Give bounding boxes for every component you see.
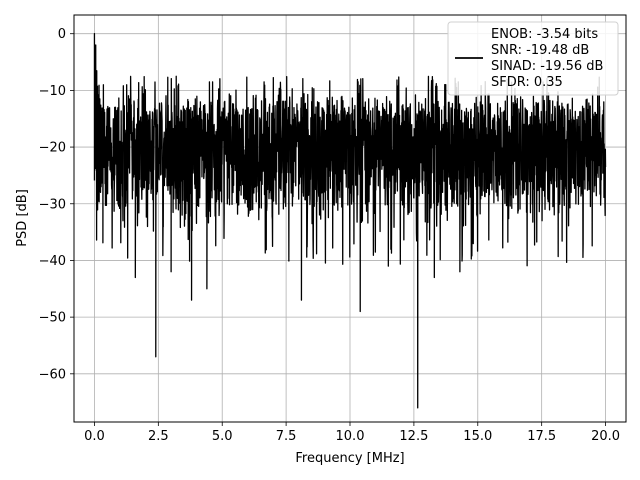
y-tick-label: −10: [39, 84, 66, 99]
x-tick-label: 20.0: [591, 429, 620, 444]
y-axis-label: PSD [dB]: [15, 189, 30, 247]
y-tick-label: −40: [39, 254, 66, 269]
y-tick-label: −30: [39, 197, 66, 212]
x-axis-label: Frequency [MHz]: [295, 451, 404, 466]
legend-box: [447, 21, 619, 96]
x-tick-label: 5.0: [212, 429, 233, 444]
legend-sfdr: SFDR: 0.35: [491, 75, 563, 90]
x-tick-label: 17.5: [527, 429, 556, 444]
x-tick-label: 2.5: [148, 429, 169, 444]
x-axis-ticks: 0.0 2.5 5.0 7.5 10.0 12.5 15.0 17.5 20.0: [84, 422, 620, 444]
y-tick-label: −60: [39, 367, 66, 382]
legend-enob: ENOB: -3.54 bits: [491, 27, 598, 42]
y-tick-label: −50: [39, 311, 66, 326]
plot-area: [93, 33, 607, 409]
x-tick-label: 7.5: [276, 429, 297, 444]
y-axis-ticks: 0 −10 −20 −30 −40 −50 −60: [39, 27, 74, 382]
legend-sinad: SINAD: -19.56 dB: [491, 59, 603, 74]
y-tick-label: −20: [39, 141, 66, 156]
x-tick-label: 10.0: [336, 429, 365, 444]
psd-series-line: [93, 33, 607, 409]
legend: ENOB: -3.54 bits SNR: -19.48 dB SINAD: -…: [447, 21, 619, 96]
x-tick-label: 15.0: [463, 429, 492, 444]
y-tick-label: 0: [58, 27, 66, 42]
x-tick-label: 12.5: [399, 429, 428, 444]
x-tick-label: 0.0: [84, 429, 105, 444]
legend-snr: SNR: -19.48 dB: [491, 43, 589, 58]
